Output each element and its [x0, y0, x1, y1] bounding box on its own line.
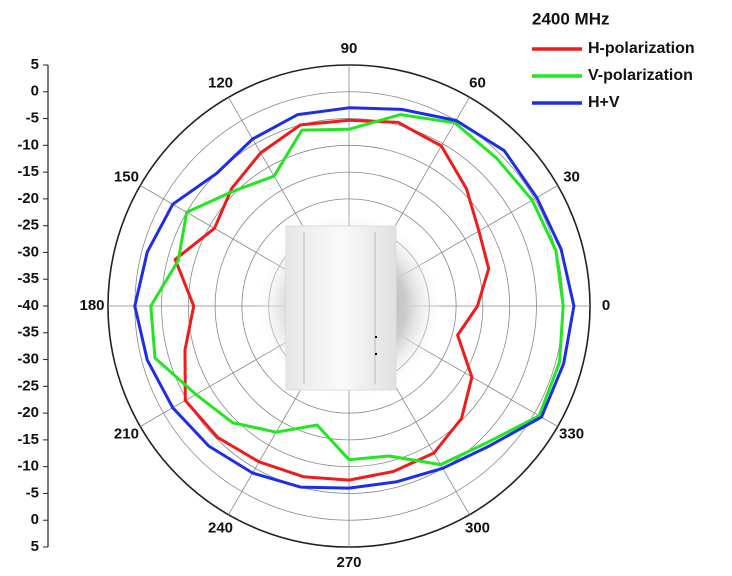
axis-tick-label: -30: [17, 351, 39, 368]
angle-label: 210: [114, 425, 139, 442]
axis-tick-label: -5: [26, 110, 39, 127]
legend-label: V-polarization: [588, 67, 693, 84]
angle-label: 90: [341, 40, 358, 57]
legend-label: H+V: [588, 94, 620, 111]
axis-tick-label: -25: [17, 217, 39, 234]
axis-tick-label: -5: [26, 484, 39, 501]
angle-label: 300: [465, 520, 490, 537]
legend-title: 2400 MHz: [532, 9, 609, 28]
axis-tick-label: -40: [17, 297, 39, 314]
angle-label: 180: [79, 297, 104, 314]
axis-tick-label: -35: [17, 270, 39, 287]
axis-tick-label: 5: [31, 538, 39, 555]
axis-tick-label: -35: [17, 324, 39, 341]
device-photo: [254, 211, 444, 401]
axis-tick-label: -15: [17, 431, 39, 448]
angle-label: 60: [469, 74, 486, 91]
angle-label: 30: [563, 168, 580, 185]
angle-label: 270: [336, 554, 361, 571]
angle-label: 240: [208, 520, 233, 537]
axis-tick-label: 0: [31, 83, 39, 100]
axis-tick-label: -20: [17, 190, 39, 207]
radial-axis: -40 -35 -35 -30 -30 -25 -25 -20 -20 -15 -15 -10 -10 -…: [17, 56, 49, 555]
axis-tick-label: -10: [17, 458, 39, 475]
polar-grid: 0 30 60 90 120 150 180 210 240 270 300 330: [79, 40, 610, 571]
legend-label: H-polarization: [588, 40, 695, 57]
legend: H-polarization V-polarization H+V: [532, 40, 695, 111]
axis-tick-label: -20: [17, 404, 39, 421]
axis-tick-label: 5: [31, 56, 39, 73]
axis-tick-label: -30: [17, 243, 39, 260]
axis-tick-label: -15: [17, 163, 39, 180]
angle-label: 120: [208, 74, 233, 91]
axis-tick-label: 0: [31, 511, 39, 528]
angle-label: 0: [602, 297, 610, 314]
angle-label: 150: [114, 168, 139, 185]
axis-tick-label: -10: [17, 136, 39, 153]
series-curve: [173, 118, 491, 482]
angle-label: 330: [559, 425, 584, 442]
curves: [133, 106, 576, 490]
series-curve: [149, 113, 565, 467]
series-curve: [133, 106, 576, 490]
axis-tick-label: -25: [17, 377, 39, 394]
